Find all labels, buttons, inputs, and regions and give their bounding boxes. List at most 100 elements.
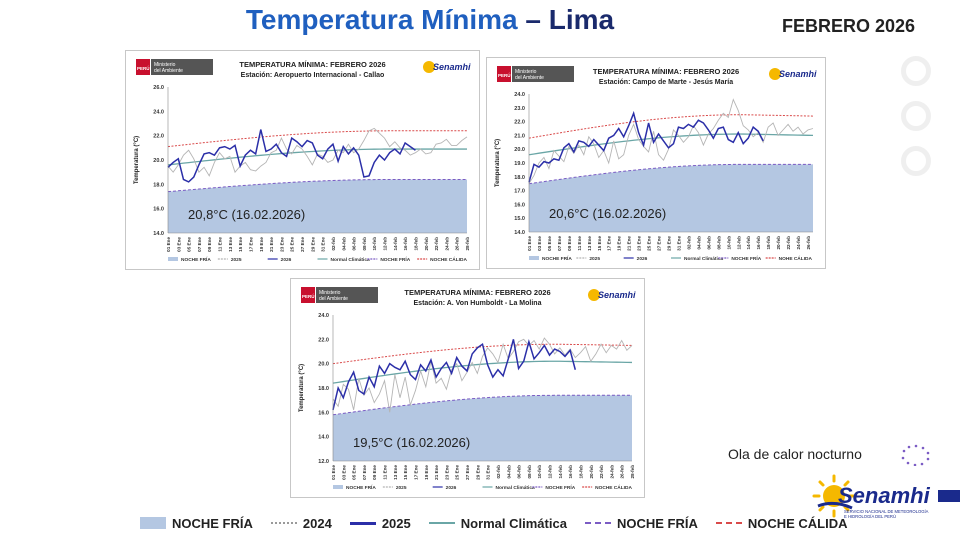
legend-swatch-normal bbox=[428, 522, 455, 524]
ministry-line-1: Ministerio bbox=[154, 62, 176, 68]
x-tick-label: 12-feb bbox=[383, 237, 388, 251]
x-tick-label: 10-feb bbox=[726, 236, 731, 250]
x-tick-label: 17 Ene bbox=[248, 237, 253, 252]
brand-sun-icon bbox=[769, 68, 781, 80]
x-tick-label: 27 Ene bbox=[300, 237, 305, 252]
x-tick-label: 12-feb bbox=[736, 236, 741, 250]
legend-label: NOCHE FRÍA bbox=[545, 483, 575, 491]
x-tick-label: 22-feb bbox=[599, 465, 604, 479]
x-tick-label: 06-feb bbox=[517, 465, 522, 479]
legend-label-cold-line: NOCHE FRÍA bbox=[616, 515, 698, 531]
legend-label-curr: 2025 bbox=[381, 515, 411, 531]
warm-night-line bbox=[167, 130, 467, 148]
normal-climate-line bbox=[332, 360, 633, 384]
y-tick-label: 24.0 bbox=[514, 92, 525, 98]
y-tick-label: 14.0 bbox=[153, 231, 164, 237]
y-tick-label: 14.0 bbox=[318, 435, 329, 441]
y-tick-label: 26.0 bbox=[153, 85, 164, 91]
legend-label-warm-line: NOCHE CÁLIDA bbox=[747, 515, 848, 531]
x-tick-label: 15 Ene bbox=[403, 465, 408, 480]
x-tick-label: 07 Ene bbox=[197, 237, 202, 252]
x-tick-label: 04-feb bbox=[696, 236, 701, 250]
legend-item-curr: 2025 bbox=[349, 515, 411, 531]
x-tick-label: 03 Ene bbox=[341, 465, 346, 480]
x-tick-label: 18-feb bbox=[766, 236, 771, 250]
y-tick-label: 21.0 bbox=[514, 133, 525, 139]
legend-label: 2025 bbox=[396, 485, 407, 491]
legend-label-normal: Normal Climática bbox=[460, 515, 567, 531]
x-tick-label: 31 Ene bbox=[486, 465, 491, 480]
x-tick-label: 26-feb bbox=[806, 236, 811, 250]
x-tick-label: 11 Ene bbox=[218, 237, 223, 252]
legend-swatch bbox=[168, 257, 178, 261]
x-tick-label: 18-feb bbox=[413, 237, 418, 251]
chart-title: TEMPERATURA MÍNIMA: FEBRERO 2026 bbox=[593, 67, 739, 76]
x-tick-label: 28-feb bbox=[630, 465, 635, 479]
legend-item-cold-line: NOCHE FRÍA bbox=[584, 515, 698, 531]
main-legend: NOCHE FRÍA 2024 2025 Normal Climática NO… bbox=[140, 512, 848, 534]
normal-climate-line bbox=[167, 148, 467, 166]
cold-night-line bbox=[332, 394, 632, 416]
x-tick-label: 20-feb bbox=[589, 465, 594, 479]
x-tick-label: 17 Ene bbox=[413, 465, 418, 480]
legend-label: 2026 bbox=[446, 485, 457, 491]
x-tick-label: 21 Ene bbox=[627, 236, 632, 251]
x-tick-label: 11 Ene bbox=[383, 465, 388, 480]
legend-label: NOCHE CÁLIDA bbox=[595, 484, 632, 491]
legend-label: NOCHE FRÍA bbox=[346, 483, 376, 491]
x-tick-label: 14-feb bbox=[558, 465, 563, 479]
x-tick-label: 26-feb bbox=[455, 237, 460, 251]
x-tick-label: 27 Ene bbox=[465, 465, 470, 480]
legend-swatch-cold-line bbox=[584, 522, 611, 524]
x-tick-label: 23 Ene bbox=[637, 236, 642, 251]
legend-label: 2025 bbox=[231, 257, 242, 263]
legend-item-prev: 2024 bbox=[270, 516, 332, 531]
x-tick-label: 08-feb bbox=[716, 236, 721, 250]
ministry-line-2: del Ambiente bbox=[319, 296, 348, 302]
chart-panel-la-molina: PERÚ Ministerio del Ambiente TEMPERATURA MÍ… bbox=[290, 278, 645, 498]
x-tick-label: 25 Ene bbox=[290, 237, 295, 252]
x-tick-label: 19 Ene bbox=[259, 237, 264, 252]
y-tick-label: 14.0 bbox=[514, 230, 525, 236]
x-tick-label: 31 Ene bbox=[321, 237, 326, 252]
x-tick-label: 29 Ene bbox=[475, 465, 480, 480]
y-tick-label: 22.0 bbox=[514, 120, 525, 126]
x-tick-label: 13 Ene bbox=[587, 236, 592, 251]
x-tick-label: 22-feb bbox=[434, 237, 439, 251]
x-tick-label: 25 Ene bbox=[455, 465, 460, 480]
cold-night-area bbox=[168, 179, 467, 233]
x-tick-label: 16-feb bbox=[568, 465, 573, 479]
cold-night-area bbox=[529, 164, 813, 232]
logo-sub-2: E HIDROLOGÍA DEL PERÚ bbox=[844, 514, 896, 519]
x-tick-label: 21 Ene bbox=[434, 465, 439, 480]
legend-label: 2026 bbox=[281, 257, 292, 263]
x-tick-label: 02-feb bbox=[686, 236, 691, 250]
legend-label: NOCHE CÁLIDA bbox=[430, 256, 467, 263]
brand-sun-icon bbox=[423, 61, 435, 73]
ola-calor-dots-icon bbox=[901, 444, 930, 466]
x-tick-label: 16-feb bbox=[403, 237, 408, 251]
x-tick-label: 06-feb bbox=[706, 236, 711, 250]
x-tick-label: 04-feb bbox=[341, 237, 346, 251]
y-tick-label: 16.0 bbox=[318, 410, 329, 416]
x-tick-label: 07 Ene bbox=[557, 236, 562, 251]
ministry-line-2: del Ambiente bbox=[515, 75, 544, 81]
x-tick-label: 23 Ene bbox=[444, 465, 449, 480]
y-axis-label: Temperatura (°C) bbox=[495, 139, 501, 187]
previous-year-line bbox=[167, 127, 468, 177]
brand-label: Senamhi bbox=[433, 62, 471, 72]
legend-swatch-curr bbox=[349, 521, 376, 525]
legend-label-cold-fill: NOCHE FRÍA bbox=[172, 515, 253, 531]
ola-calor-label: Ola de calor nocturno bbox=[728, 446, 862, 462]
x-tick-label: 17 Ene bbox=[607, 236, 612, 251]
legend-swatch bbox=[333, 485, 343, 489]
y-tick-label: 16.0 bbox=[514, 202, 525, 208]
legend-item-normal: Normal Climática bbox=[428, 515, 567, 531]
legend-swatch bbox=[529, 256, 539, 260]
x-tick-label: 16-feb bbox=[756, 236, 761, 250]
x-tick-label: 19 Ene bbox=[424, 465, 429, 480]
